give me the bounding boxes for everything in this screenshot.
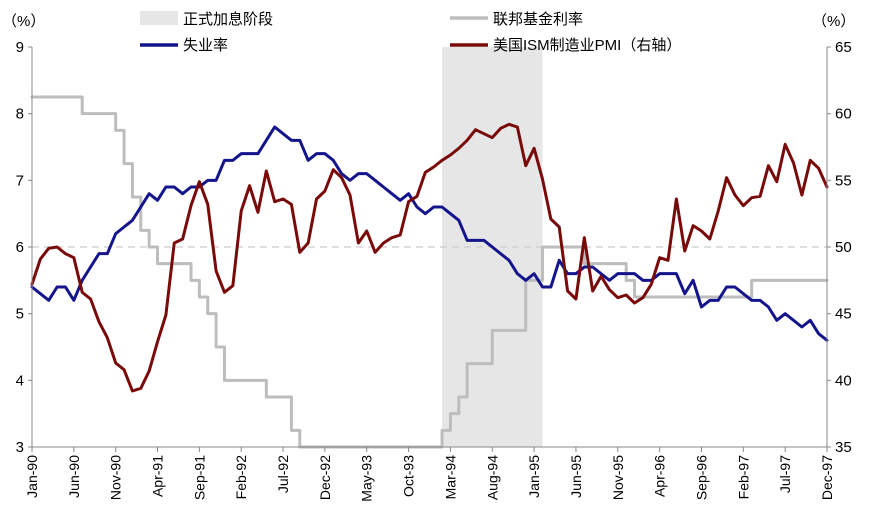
left-tick-label: 5 [16,306,24,323]
x-tick-label: Dec-97 [819,455,835,500]
right-tick-label: 50 [835,239,852,256]
right-tick-label: 35 [835,439,852,456]
legend-label-fed-funds: 联邦基金利率 [493,11,583,28]
x-tick-label: Sep-96 [693,455,709,500]
legend: 正式加息阶段 失业率 联邦基金利率 美国ISM制造业PMI（右轴） [140,11,681,54]
series-line-unemployment [30,125,829,342]
left-axis-unit: （%） [2,13,45,30]
left-tick-label: 4 [16,372,24,389]
x-tick-label: Jun-95 [568,455,584,498]
x-tick-label: Sep-91 [191,455,207,500]
legend-label-pmi: 美国ISM制造业PMI（右轴） [493,37,681,54]
x-tick-label: Jul-97 [777,455,793,493]
legend-swatch-shade [140,11,178,25]
right-tick-label: 40 [835,372,852,389]
legend-label-shade: 正式加息阶段 [183,11,273,28]
x-tick-label: Jun-90 [66,455,82,498]
x-tick-label: Feb-92 [233,455,249,500]
x-tick-label: Nov-95 [610,455,626,500]
right-tick-label: 65 [835,39,852,56]
x-tick-label: Apr-91 [150,455,166,497]
left-tick-label: 7 [16,172,24,189]
right-axis-unit: （%） [812,13,855,30]
x-tick-label: Apr-96 [652,455,668,497]
x-tick-label: Feb-97 [735,455,751,500]
right-tick-label: 45 [835,306,852,323]
series-line-pmi [30,122,829,393]
left-tick-label: 6 [16,239,24,256]
left-tick-label: 3 [16,439,24,456]
x-tick-label: Jan-90 [24,455,40,498]
x-tick-label: Jan-95 [526,455,542,498]
x-tick-label: Aug-94 [484,455,500,500]
left-tick-label: 8 [16,106,24,123]
legend-label-unemployment: 失业率 [183,37,228,54]
left-tick-label: 9 [16,39,24,56]
x-tick-label: Jul-92 [275,455,291,493]
x-tick-label: Dec-92 [317,455,333,500]
series-line-fed-funds [30,95,829,449]
series-layer [30,95,829,449]
x-tick-label: Mar-94 [442,455,458,500]
x-tick-label: May-93 [359,455,375,502]
right-tick-label: 55 [835,172,852,189]
right-tick-label: 60 [835,106,852,123]
x-tick-label: Oct-93 [401,455,417,497]
x-tick-label: Nov-90 [108,455,124,500]
